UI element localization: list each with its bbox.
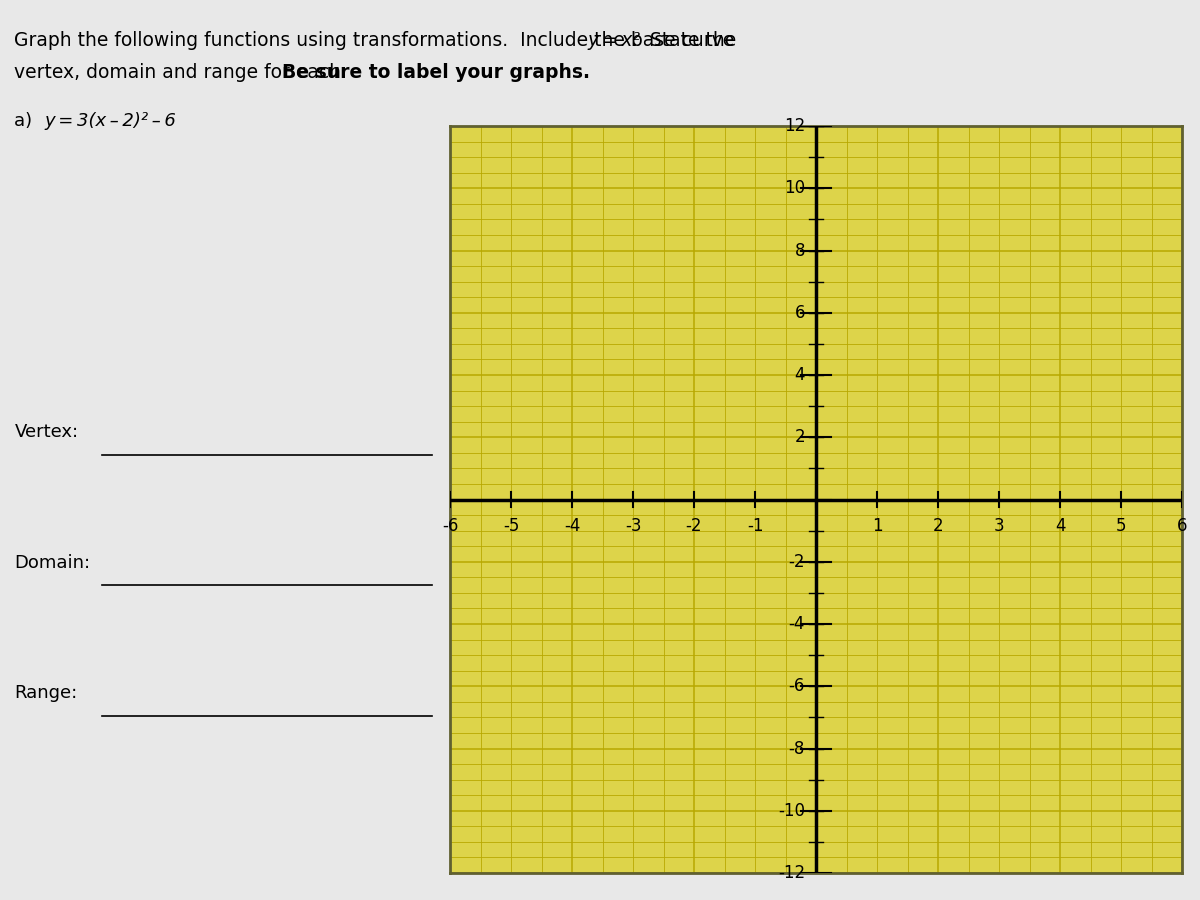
Text: -6: -6 [442, 517, 458, 535]
Text: 2: 2 [794, 428, 805, 446]
Text: 6: 6 [794, 304, 805, 322]
Text: y = x²: y = x² [587, 32, 641, 50]
Text: -3: -3 [625, 517, 641, 535]
Text: -1: -1 [746, 517, 763, 535]
Text: Domain:: Domain: [14, 554, 90, 572]
Text: 5: 5 [1116, 517, 1127, 535]
Text: y = 3(x – 2)² – 6: y = 3(x – 2)² – 6 [44, 112, 176, 130]
Text: .  State the: . State the [632, 32, 736, 50]
Text: 6: 6 [1177, 517, 1187, 535]
Text: vertex, domain and range for each.: vertex, domain and range for each. [14, 63, 359, 82]
Text: -8: -8 [788, 740, 805, 758]
Text: 2: 2 [932, 517, 943, 535]
Text: 4: 4 [1055, 517, 1066, 535]
Text: 3: 3 [994, 517, 1004, 535]
Text: -4: -4 [788, 615, 805, 633]
Text: Be sure to label your graphs.: Be sure to label your graphs. [282, 63, 590, 82]
Text: -5: -5 [503, 517, 520, 535]
Text: 4: 4 [794, 366, 805, 384]
Text: -2: -2 [685, 517, 702, 535]
Text: -2: -2 [788, 553, 805, 571]
Text: -6: -6 [788, 677, 805, 695]
Text: 8: 8 [794, 241, 805, 259]
Text: Range:: Range: [14, 684, 78, 702]
Text: a): a) [14, 112, 44, 130]
Text: -10: -10 [778, 802, 805, 820]
Text: -12: -12 [778, 864, 805, 882]
Text: Graph the following functions using transformations.  Include the base curve: Graph the following functions using tran… [14, 32, 740, 50]
Text: Vertex:: Vertex: [14, 423, 78, 441]
Text: -4: -4 [564, 517, 580, 535]
Text: 12: 12 [784, 117, 805, 135]
Text: 1: 1 [871, 517, 882, 535]
Text: 10: 10 [784, 179, 805, 197]
